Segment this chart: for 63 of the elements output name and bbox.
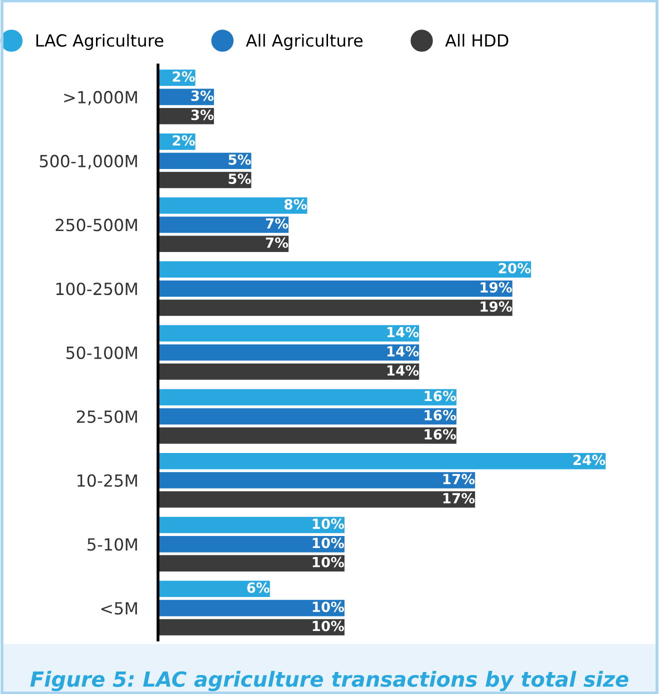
data-label: 17%	[443, 474, 475, 484]
y-tick-label: 50-100M	[66, 346, 137, 360]
data-label: 14%	[387, 346, 419, 357]
bar	[158, 427, 456, 444]
bar	[158, 325, 420, 342]
bar	[158, 197, 308, 214]
y-tick-label: 5-10M	[88, 538, 137, 551]
data-label: 16%	[424, 429, 456, 440]
bar	[158, 216, 289, 233]
bar	[158, 236, 289, 252]
data-label: 3%	[191, 110, 214, 120]
bar	[158, 536, 345, 552]
bar	[158, 364, 420, 380]
y-tick-label: 500-1,000M	[40, 154, 137, 170]
data-label: 16%	[424, 390, 456, 402]
y-tick-label: >1,000M	[64, 90, 137, 106]
bar	[158, 389, 456, 406]
bar	[158, 452, 606, 470]
bar	[158, 261, 532, 278]
data-label: 10%	[312, 518, 344, 530]
data-label: 17%	[443, 492, 475, 504]
data-label: 19%	[480, 282, 512, 293]
bar	[158, 344, 420, 361]
y-tick-label: <5M	[101, 602, 137, 615]
bar	[158, 408, 456, 425]
bar	[158, 516, 345, 534]
data-label: 5%	[228, 154, 251, 165]
legend-label: All Agriculture	[246, 34, 363, 50]
bar	[158, 600, 345, 616]
y-tick-label: 25-50M	[76, 410, 137, 423]
bar	[158, 300, 512, 316]
y-tick-label: 250-500M	[56, 218, 137, 232]
caption: Figure 5: LAC agriculture transactions by total size	[30, 670, 628, 692]
bar	[158, 555, 345, 572]
bar	[158, 580, 270, 598]
bar	[158, 619, 345, 636]
legend-label: All HDD	[445, 34, 508, 47]
data-label: 3%	[191, 90, 214, 101]
data-label: 14%	[387, 365, 419, 376]
data-label: 8%	[284, 199, 307, 210]
data-label: 2%	[172, 135, 195, 146]
data-label: 7%	[266, 218, 288, 229]
data-label: 5%	[228, 174, 251, 184]
data-label: 10%	[312, 538, 344, 548]
bar	[158, 491, 476, 508]
data-label: 10%	[312, 556, 344, 568]
data-label: 10%	[312, 620, 344, 632]
bar	[158, 472, 476, 488]
y-tick-label: 10-25M	[78, 474, 137, 487]
data-label: 7%	[266, 237, 288, 248]
data-label: 19%	[480, 301, 512, 312]
bar	[158, 280, 512, 297]
bar	[158, 172, 252, 188]
data-label: 24%	[573, 454, 606, 466]
y-tick-label: 100-250M	[56, 282, 137, 296]
bar	[158, 152, 252, 169]
data-label: 6%	[247, 582, 270, 593]
data-label: 16%	[424, 410, 456, 420]
data-label: 20%	[498, 262, 531, 274]
data-label: 10%	[312, 602, 344, 612]
legend-label: LAC Agriculture	[36, 34, 164, 50]
data-label: 14%	[387, 326, 419, 338]
data-label: 2%	[172, 71, 195, 82]
